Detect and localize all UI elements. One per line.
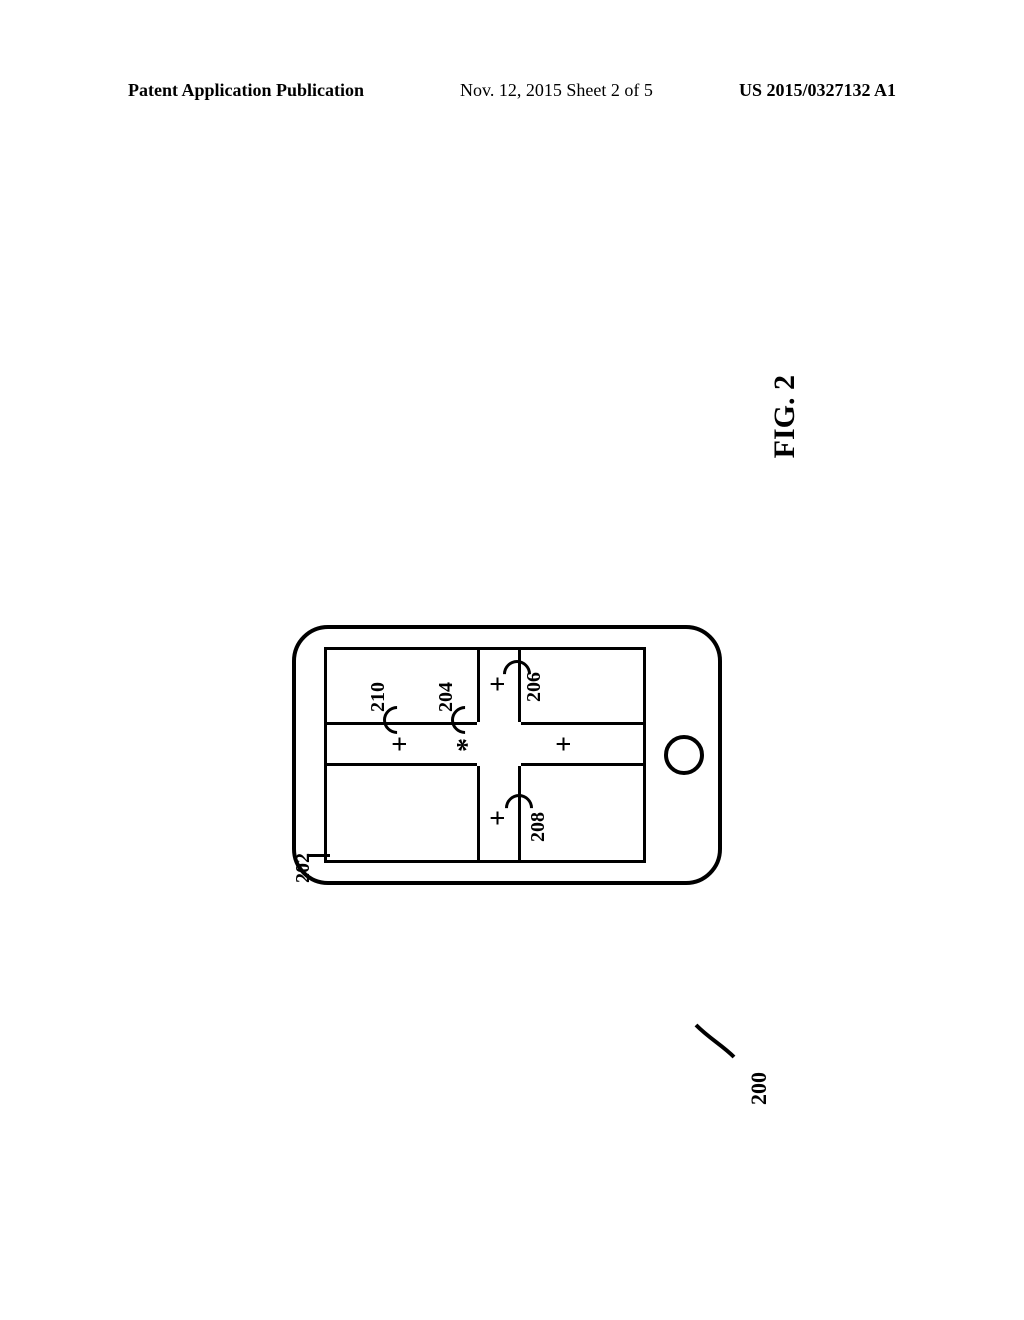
header-center: Nov. 12, 2015 Sheet 2 of 5 (460, 80, 653, 101)
header-right: US 2015/0327132 A1 (739, 80, 896, 101)
ref-210-label: 210 (367, 682, 390, 712)
ref-202-leader-icon (308, 854, 330, 857)
ref-204-label: 204 (435, 682, 458, 712)
figure-rotated-container: FIG. 2 200 + * + + + 210 204 (232, 385, 792, 1105)
figure-2: FIG. 2 200 + * + + + 210 204 (232, 385, 792, 1105)
figure-caption: FIG. 2 (768, 375, 802, 458)
home-button-icon (664, 735, 704, 775)
ref-200-arrow-icon (682, 1005, 742, 1065)
phone-screen: + * + + + 210 204 206 208 (324, 647, 646, 863)
page-header: Patent Application Publication Nov. 12, … (0, 80, 1024, 110)
ref-200-label: 200 (746, 1072, 772, 1105)
ref-208-label: 208 (527, 812, 550, 842)
header-left: Patent Application Publication (128, 80, 364, 101)
marker-plus-top: + (385, 736, 417, 752)
ref-202-label: 202 (292, 853, 315, 883)
marker-star: * (452, 738, 484, 752)
phone-outline: + * + + + 210 204 206 208 202 (292, 625, 722, 885)
marker-plus-below: + (549, 736, 581, 752)
